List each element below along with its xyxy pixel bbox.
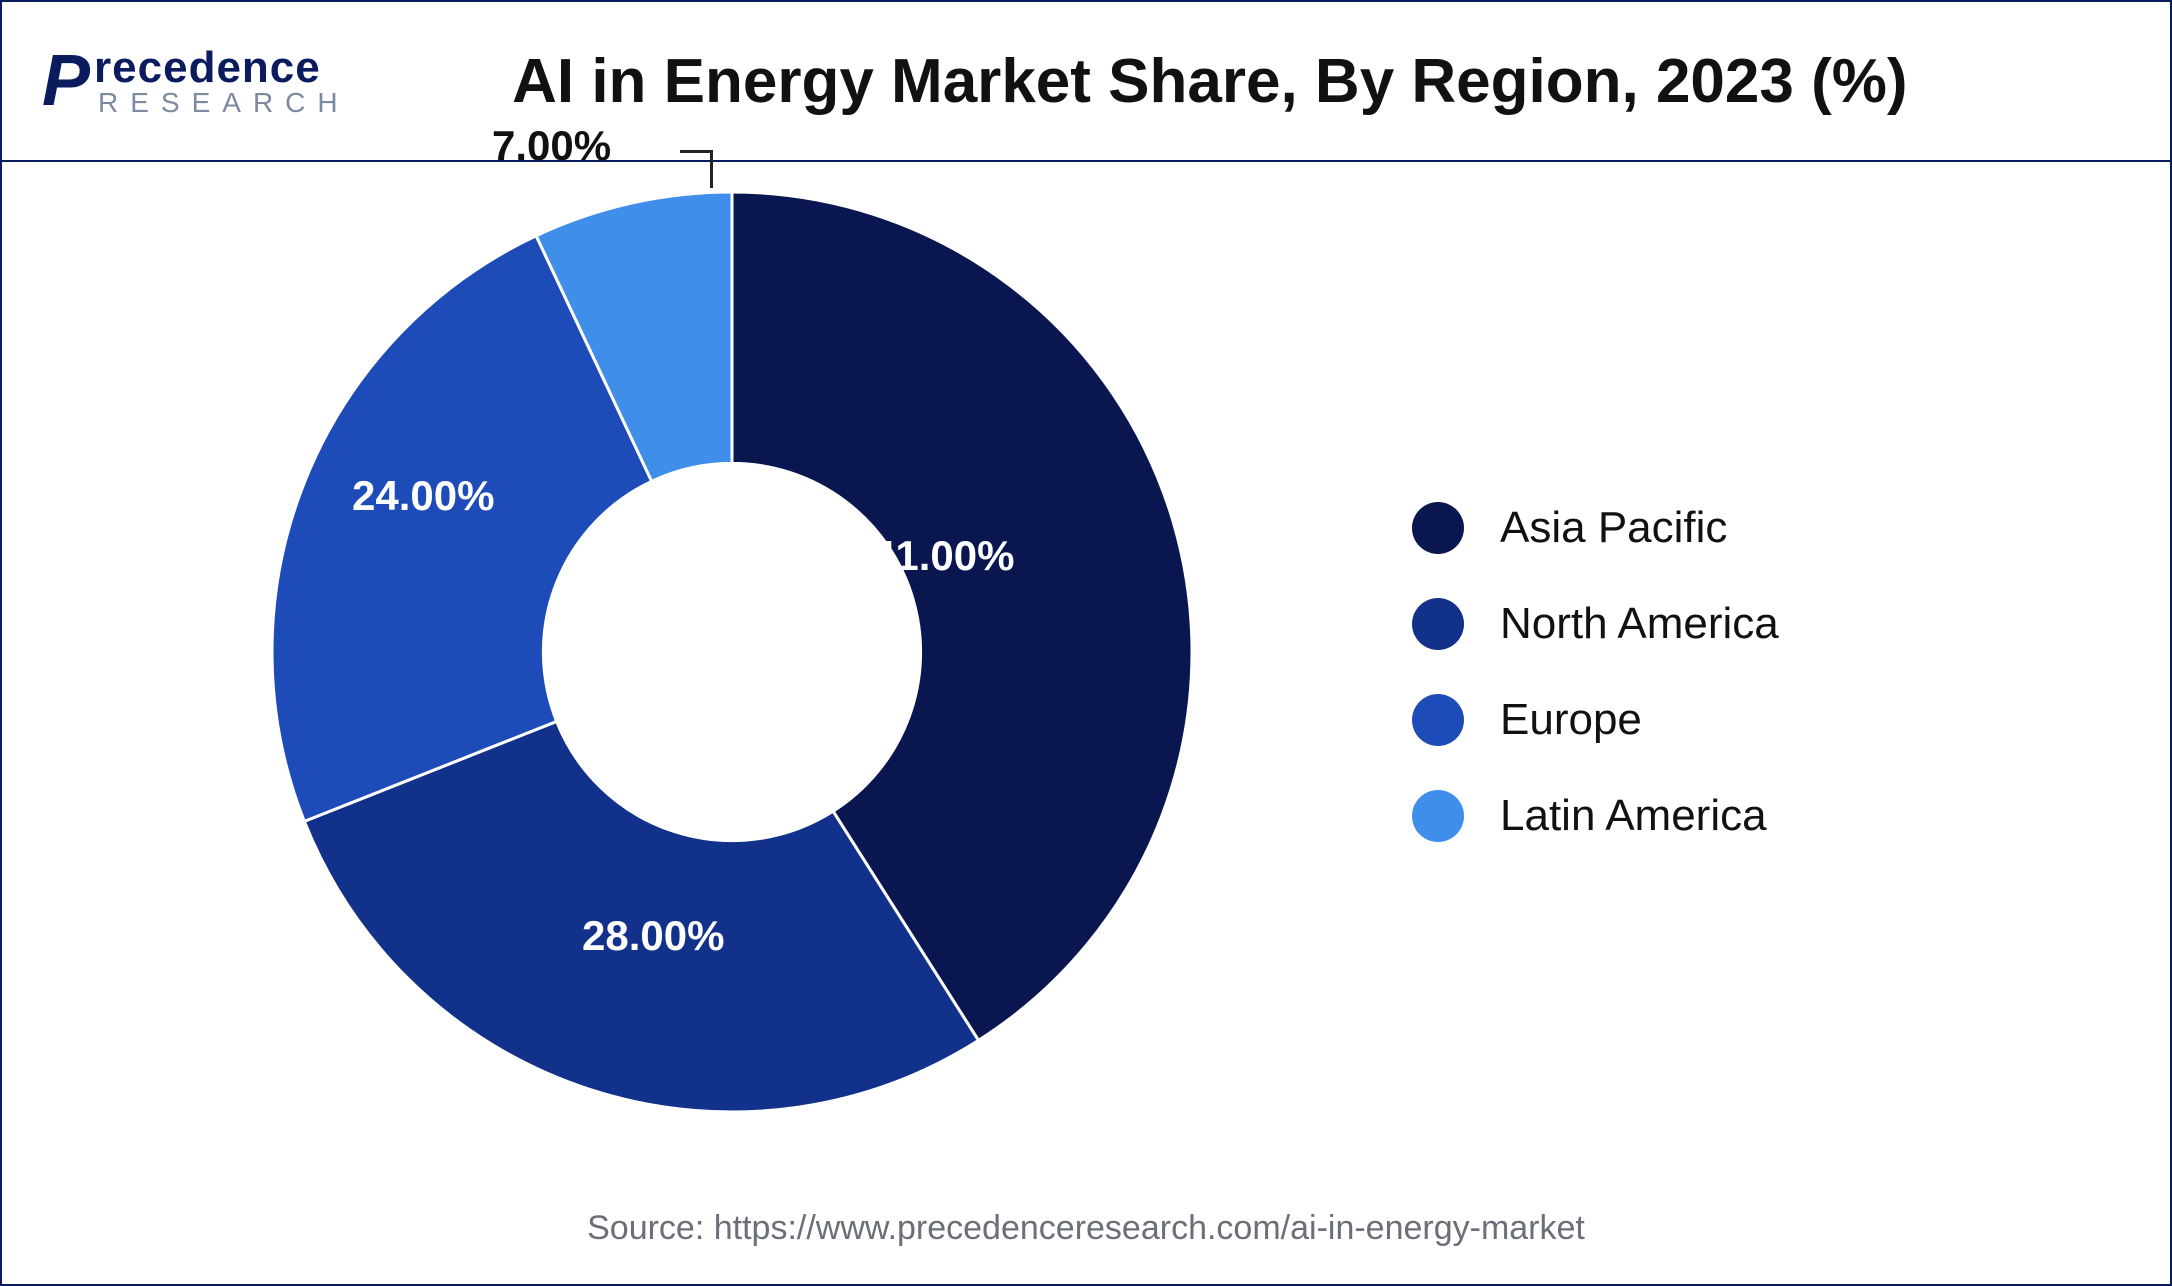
logo-wordmark: recedence	[94, 43, 350, 93]
chart-frame: P recedence RESEARCH AI in Energy Market…	[0, 0, 2172, 1286]
logo-letter: P	[42, 40, 90, 122]
header: P recedence RESEARCH AI in Energy Market…	[2, 2, 2170, 162]
logo-subtext: RESEARCH	[98, 87, 350, 119]
chart-title: AI in Energy Market Share, By Region, 20…	[350, 46, 2130, 117]
slice-label: 41.00%	[872, 532, 1014, 580]
source-line: Source: https://www.precedenceresearch.c…	[2, 1181, 2170, 1284]
logo: P recedence RESEARCH	[42, 40, 350, 122]
donut-hole	[543, 463, 920, 840]
legend-label: North America	[1500, 599, 1779, 649]
legend-swatch	[1412, 502, 1464, 554]
leader-line-v	[710, 150, 713, 188]
logo-text-block: recedence RESEARCH	[94, 43, 350, 119]
chart-area: 41.00%28.00%24.00%7.00% Asia PacificNort…	[2, 162, 2170, 1181]
legend-item: Latin America	[1412, 790, 1779, 842]
legend-swatch	[1412, 694, 1464, 746]
slice-label: 28.00%	[582, 912, 724, 960]
slice-label: 24.00%	[352, 472, 494, 520]
legend-swatch	[1412, 598, 1464, 650]
legend-item: Asia Pacific	[1412, 502, 1779, 554]
legend-label: Asia Pacific	[1500, 503, 1727, 553]
donut-svg	[232, 152, 1232, 1152]
leader-line-h	[680, 150, 713, 153]
legend-item: North America	[1412, 598, 1779, 650]
legend-item: Europe	[1412, 694, 1779, 746]
legend: Asia Pacific North America Europe Latin Ame…	[1412, 502, 1779, 842]
legend-swatch	[1412, 790, 1464, 842]
donut-chart: 41.00%28.00%24.00%7.00%	[232, 152, 1232, 1152]
legend-label: Latin America	[1500, 791, 1767, 841]
slice-label: 7.00%	[492, 122, 611, 170]
legend-label: Europe	[1500, 695, 1642, 745]
